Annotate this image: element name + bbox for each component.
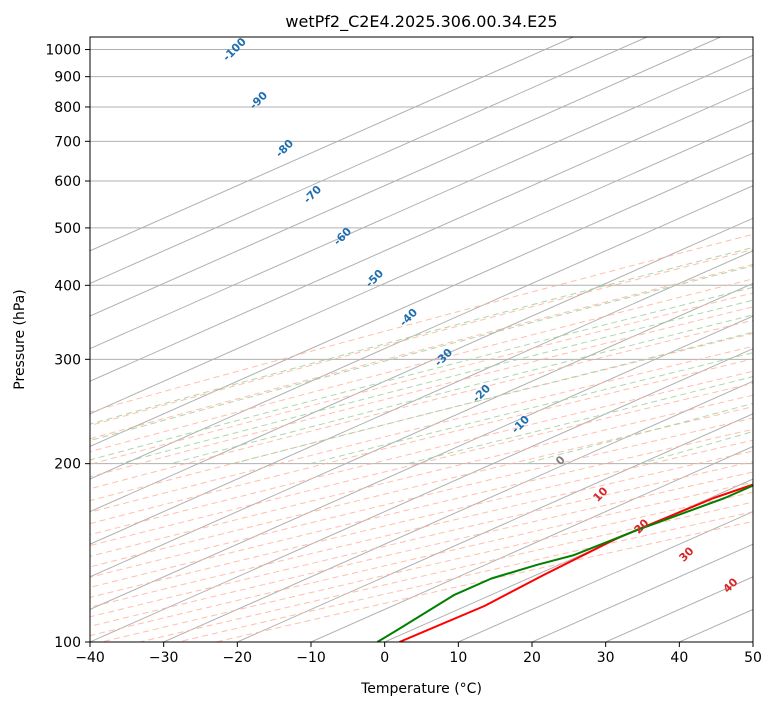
y-tick-label: 100 <box>54 635 81 651</box>
y-tick-label: 900 <box>54 70 81 86</box>
y-tick-label: 400 <box>54 278 81 294</box>
x-tick-label: −40 <box>75 650 105 666</box>
y-tick-label: 1000 <box>45 43 81 59</box>
y-axis-label: Pressure (hPa) <box>12 289 28 389</box>
y-tick-label: 800 <box>54 100 81 116</box>
x-tick-label: 30 <box>597 650 615 666</box>
x-tick-label: −20 <box>223 650 253 666</box>
y-tick-label: 300 <box>54 352 81 368</box>
x-tick-label: −30 <box>149 650 179 666</box>
x-tick-label: 20 <box>523 650 541 666</box>
y-tick-label: 500 <box>54 221 81 237</box>
y-tick-label: 600 <box>54 174 81 190</box>
y-tick-label: 700 <box>54 134 81 150</box>
chart-title: wetPf2_C2E4.2025.306.00.34.E25 <box>285 12 557 32</box>
x-tick-label: 50 <box>744 650 762 666</box>
x-tick-label: −10 <box>296 650 326 666</box>
y-tick-label: 200 <box>54 457 81 473</box>
x-axis-label: Temperature (°C) <box>360 681 482 697</box>
x-tick-label: 10 <box>449 650 467 666</box>
x-tick-label: 0 <box>380 650 389 666</box>
x-tick-label: 40 <box>670 650 688 666</box>
